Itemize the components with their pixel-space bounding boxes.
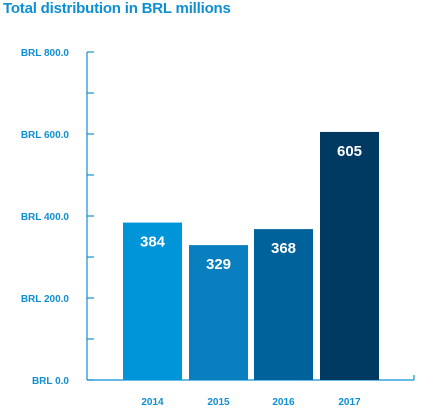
chart-title: Total distribution in BRL millions [3,0,231,17]
bar-2014 [123,222,182,380]
data-label: 368 [271,240,296,257]
y-tick-label: BRL 0.0 [32,376,69,387]
x-axis-labels: 2014 2015 2016 2017 [141,397,361,408]
y-axis-ticks [87,51,94,381]
y-tick-label: BRL 800.0 [21,48,70,59]
y-tick-label: BRL 400.0 [21,212,70,223]
data-label: 605 [337,143,362,160]
x-tick-label: 2016 [272,397,295,408]
y-axis-labels: BRL 0.0 BRL 200.0 BRL 400.0 BRL 600.0 BRL 80… [21,48,70,387]
x-tick-label: 2015 [207,397,230,408]
y-tick-label: BRL 200.0 [21,294,70,305]
bars-group [123,131,379,380]
y-tick-label: BRL 600.0 [21,130,70,141]
bar-2015 [189,245,248,380]
data-labels-group: 384 329 368 605 [140,143,362,273]
data-label: 329 [206,256,231,273]
data-label: 384 [140,234,166,251]
x-tick-label: 2017 [338,397,361,408]
bar-2017 [320,131,379,380]
bar-2016 [254,229,313,380]
x-tick-label: 2014 [141,397,164,408]
